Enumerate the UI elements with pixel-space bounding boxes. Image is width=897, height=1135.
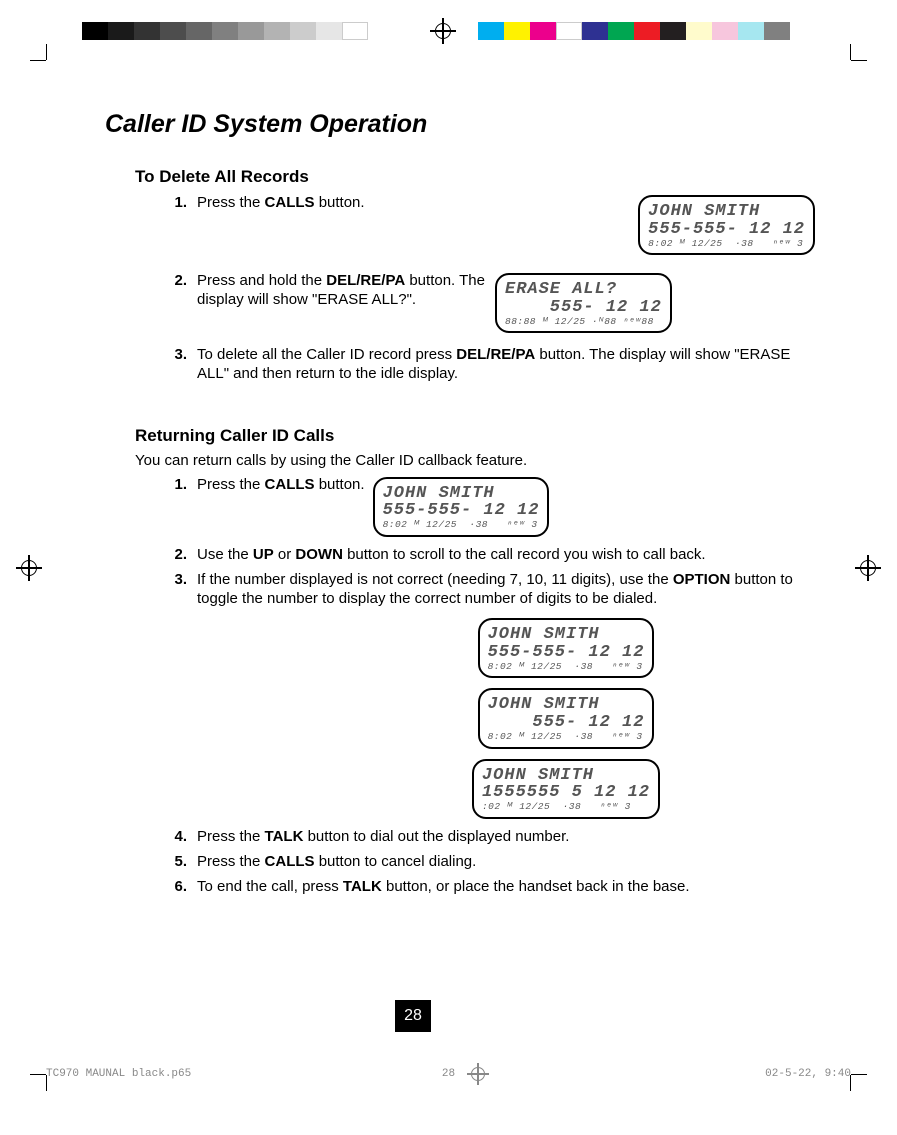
step-text: Press and hold the DEL/RE/PA button. The… bbox=[197, 271, 487, 309]
color-swatch bbox=[212, 22, 238, 40]
step-item: 5. Press the CALLS button to cancel dial… bbox=[163, 852, 815, 871]
lcd-stack: JOHN SMITH 555-555- 12 12 8:02 ᴹ 12/25 ·… bbox=[317, 616, 815, 820]
step-number: 2. bbox=[163, 545, 187, 564]
crop-mark bbox=[30, 1074, 46, 1075]
step-text: Press the TALK button to dial out the di… bbox=[197, 827, 815, 846]
steps-returning: 1. Press the CALLS button. JOHN SMITH 55… bbox=[163, 475, 815, 897]
step-item: 1. Press the CALLS button. JOHN SMITH 55… bbox=[163, 475, 815, 539]
color-swatch bbox=[134, 22, 160, 40]
step-item: 2. Press and hold the DEL/RE/PA button. … bbox=[163, 271, 815, 335]
step-text: Use the UP or DOWN button to scroll to t… bbox=[197, 545, 815, 564]
color-swatch bbox=[504, 22, 530, 40]
content-area: Caller ID System Operation To Delete All… bbox=[105, 110, 815, 902]
crop-mark bbox=[30, 60, 46, 61]
print-footer: TC970 MAUNAL black.p65 28 02-5-22, 9:40 bbox=[46, 1068, 851, 1080]
crop-mark bbox=[851, 60, 867, 61]
step-number: 3. bbox=[163, 345, 187, 364]
lcd-display: JOHN SMITH 555- 12 12 8:02 ᴹ 12/25 ·38 ⁿ… bbox=[478, 688, 655, 748]
registration-mark-right bbox=[855, 555, 881, 581]
color-swatch bbox=[634, 22, 660, 40]
footer-page: 28 bbox=[442, 1068, 455, 1080]
footer-filename: TC970 MAUNAL black.p65 bbox=[46, 1068, 191, 1080]
lcd-display: ERASE ALL? 555- 12 12 88:88 ᴹ 12/25 ·ᴺ88… bbox=[495, 273, 672, 333]
crop-mark bbox=[851, 1074, 867, 1075]
step-text: To delete all the Caller ID record press… bbox=[197, 345, 815, 383]
step-number: 3. bbox=[163, 570, 187, 589]
color-swatch bbox=[368, 22, 478, 40]
color-swatch bbox=[738, 22, 764, 40]
color-swatch bbox=[82, 22, 108, 40]
color-swatch bbox=[478, 22, 504, 40]
color-swatch bbox=[342, 22, 368, 40]
section-heading-delete-all: To Delete All Records bbox=[135, 167, 815, 187]
registration-mark-top bbox=[430, 18, 456, 44]
section-heading-returning: Returning Caller ID Calls bbox=[135, 426, 815, 446]
lcd-display: JOHN SMITH 555-555- 12 12 8:02 ᴹ 12/25 ·… bbox=[638, 195, 815, 255]
color-swatch bbox=[608, 22, 634, 40]
page: Caller ID System Operation To Delete All… bbox=[0, 0, 897, 1135]
footer-timestamp: 02-5-22, 9:40 bbox=[765, 1068, 851, 1080]
color-swatch bbox=[660, 22, 686, 40]
step-number: 4. bbox=[163, 827, 187, 846]
lcd-display: JOHN SMITH 555-555- 12 12 8:02 ᴹ 12/25 ·… bbox=[478, 618, 655, 678]
color-swatch bbox=[264, 22, 290, 40]
step-item: 3. To delete all the Caller ID record pr… bbox=[163, 345, 815, 383]
crop-mark bbox=[850, 44, 851, 60]
page-number-box: 28 bbox=[395, 1000, 431, 1032]
color-swatch bbox=[290, 22, 316, 40]
step-item: 1. Press the CALLS button. JOHN SMITH 55… bbox=[163, 193, 815, 257]
steps-delete-all: 1. Press the CALLS button. JOHN SMITH 55… bbox=[163, 193, 815, 384]
step-item: 6. To end the call, press TALK button, o… bbox=[163, 877, 815, 896]
step-number: 2. bbox=[163, 271, 187, 290]
step-item: 3. If the number displayed is not correc… bbox=[163, 570, 815, 821]
lcd-display: JOHN SMITH 555-555- 12 12 8:02 ᴹ 12/25 ·… bbox=[373, 477, 550, 537]
color-swatch bbox=[686, 22, 712, 40]
color-swatch bbox=[530, 22, 556, 40]
step-text: Press the CALLS button. bbox=[197, 193, 540, 212]
step-text: To end the call, press TALK button, or p… bbox=[197, 877, 815, 896]
color-swatch bbox=[712, 22, 738, 40]
page-number: 28 bbox=[404, 1007, 422, 1025]
color-swatch bbox=[186, 22, 212, 40]
step-text: Press the CALLS button. bbox=[197, 475, 365, 494]
step-item: 2. Use the UP or DOWN button to scroll t… bbox=[163, 545, 815, 564]
step-number: 6. bbox=[163, 877, 187, 896]
page-title: Caller ID System Operation bbox=[105, 110, 815, 139]
color-swatch bbox=[582, 22, 608, 40]
color-swatch bbox=[316, 22, 342, 40]
step-number: 1. bbox=[163, 475, 187, 494]
registration-mark-bottom bbox=[467, 1063, 489, 1085]
step-number: 1. bbox=[163, 193, 187, 212]
color-swatch bbox=[160, 22, 186, 40]
step-text: Press the CALLS button to cancel dialing… bbox=[197, 852, 815, 871]
registration-mark-left bbox=[16, 555, 42, 581]
step-text: If the number displayed is not correct (… bbox=[197, 570, 815, 608]
section-intro: You can return calls by using the Caller… bbox=[135, 452, 815, 469]
step-number: 5. bbox=[163, 852, 187, 871]
crop-mark bbox=[46, 44, 47, 60]
step-item: 4. Press the TALK button to dial out the… bbox=[163, 827, 815, 846]
color-swatch bbox=[108, 22, 134, 40]
color-swatch bbox=[238, 22, 264, 40]
lcd-display: JOHN SMITH 1555555 5 12 12 :02 ᴹ 12/25 ·… bbox=[472, 759, 660, 819]
color-swatch bbox=[764, 22, 790, 40]
color-swatch bbox=[556, 22, 582, 40]
